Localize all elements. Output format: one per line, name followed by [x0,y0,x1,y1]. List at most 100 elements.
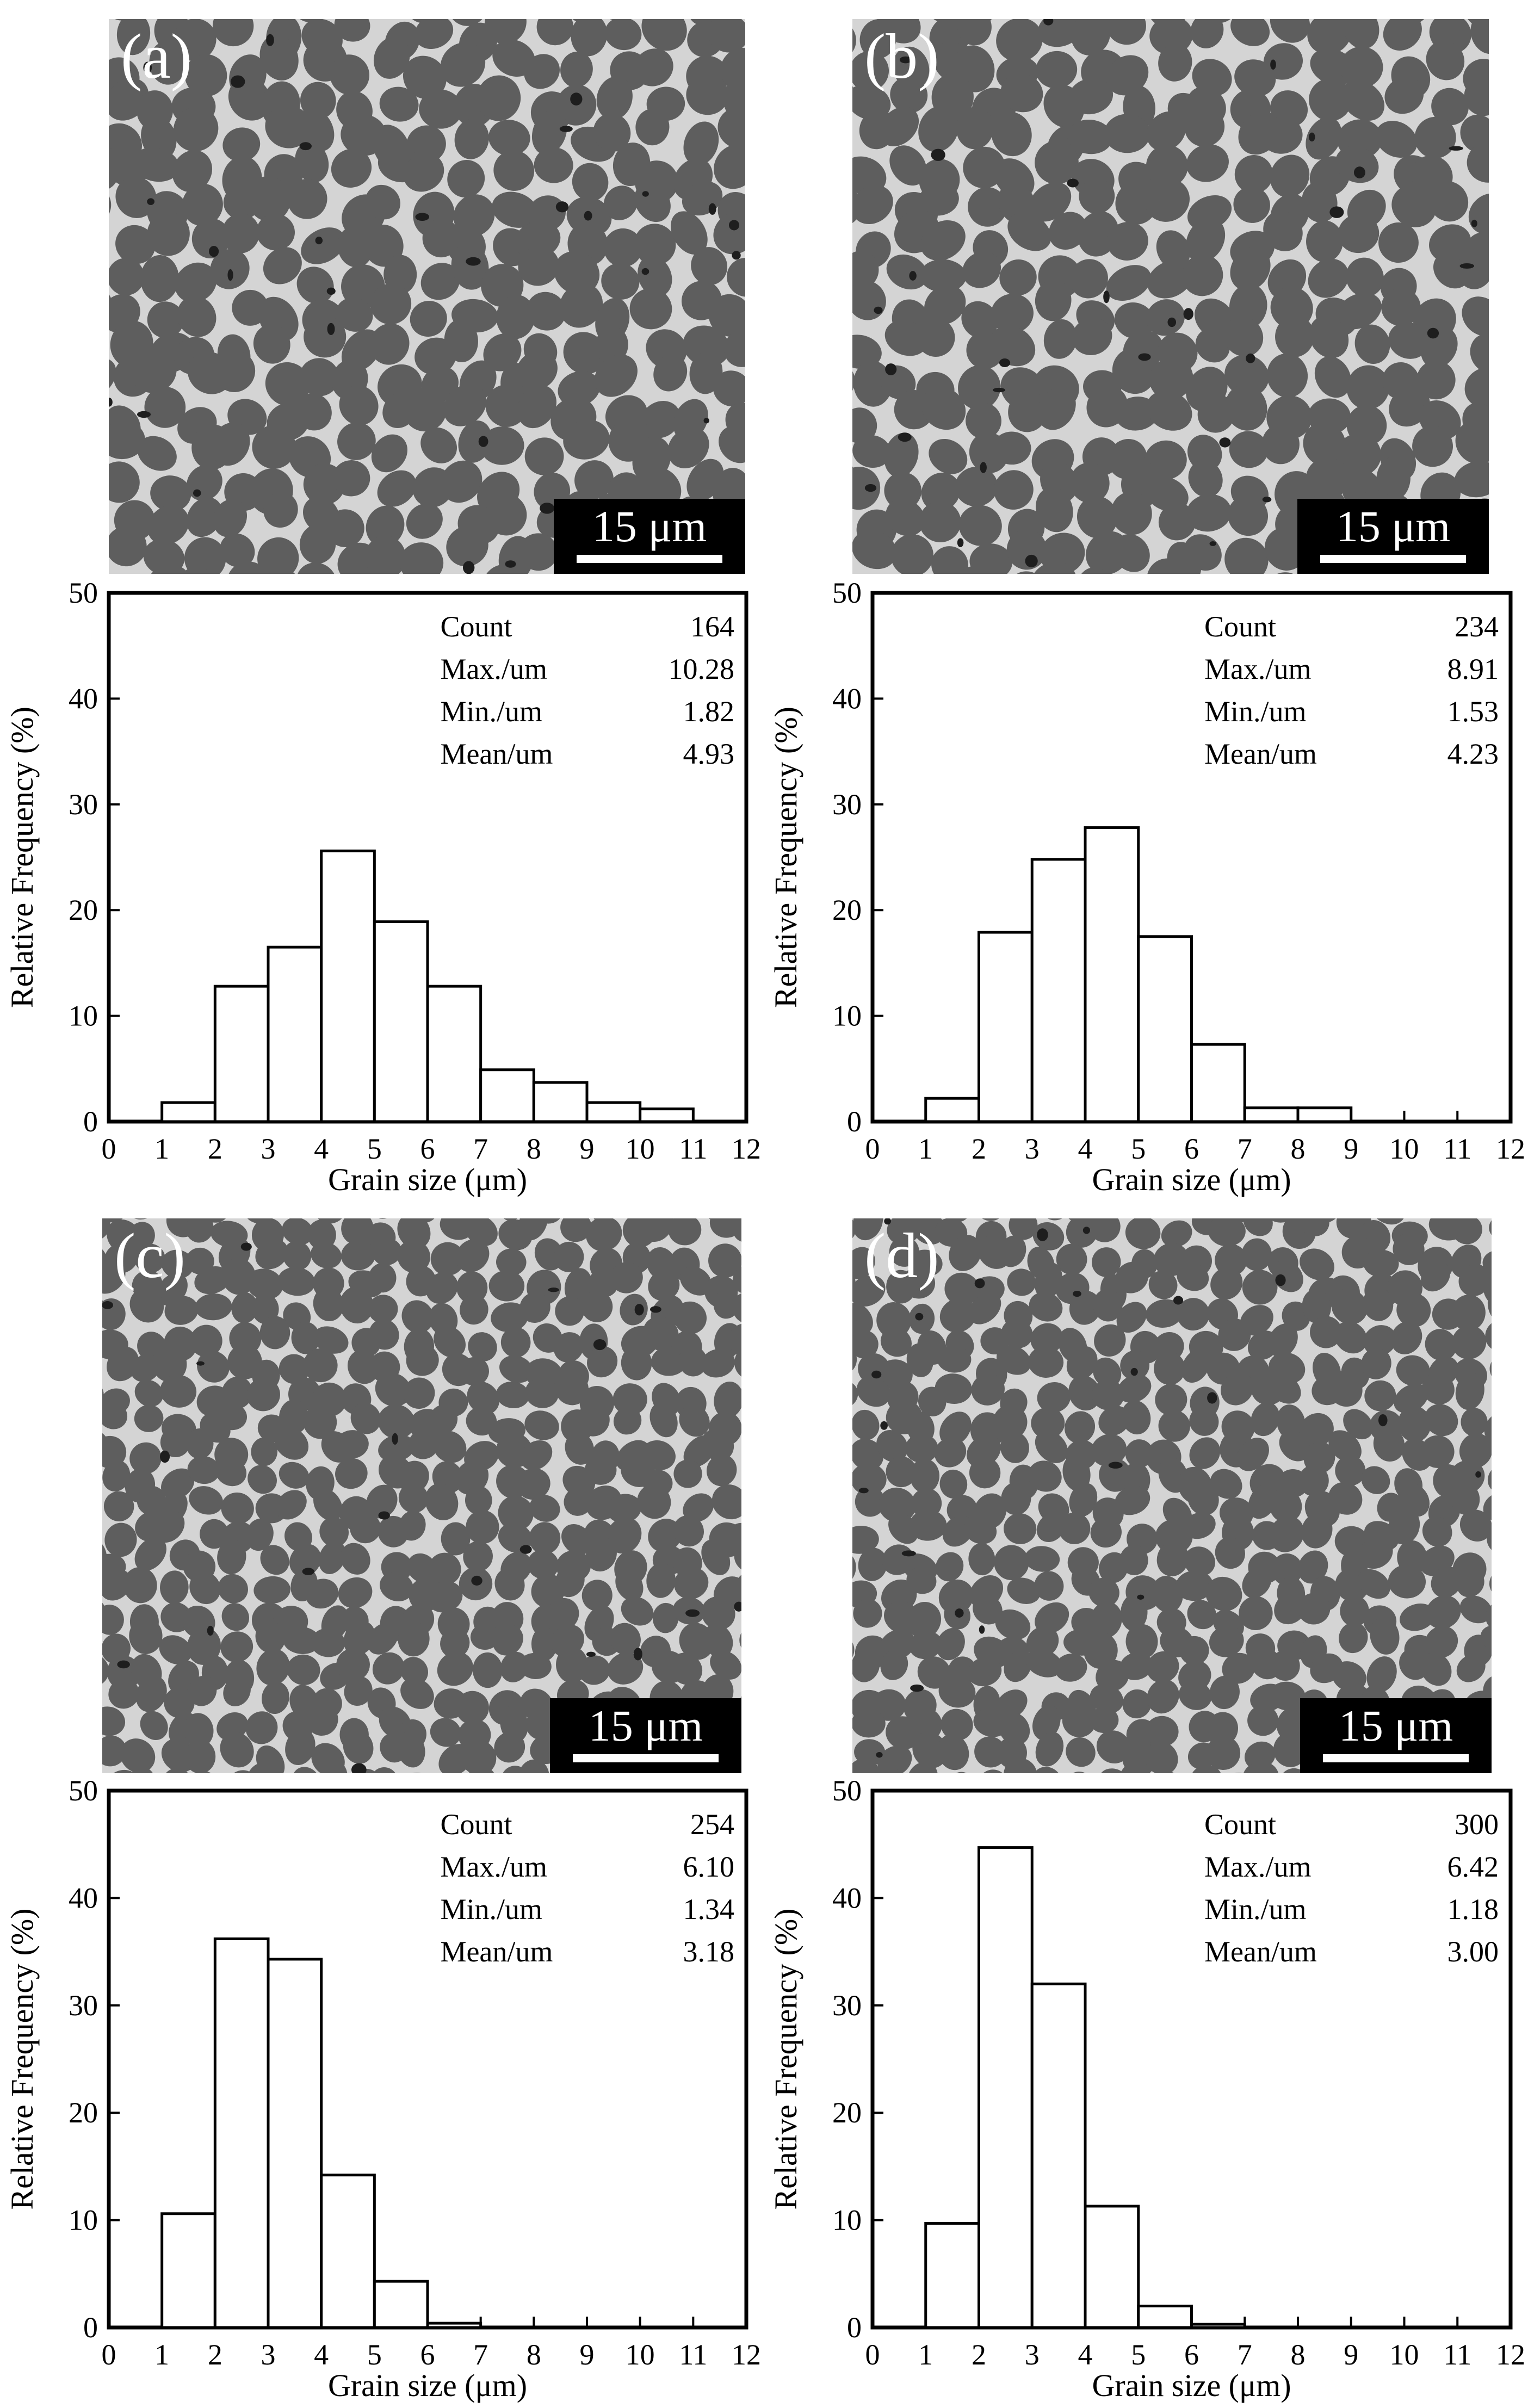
histogram-bar [160,1101,216,1123]
panel-label-c: (c) [114,1220,185,1291]
y-axis-label: Relative Frequency (%) [768,1908,803,2209]
histogram-bar [320,2174,376,2329]
histogram-bar [1030,858,1087,1123]
x-tick-label: 8 [527,1132,541,1165]
x-tick-label: 0 [102,1132,116,1165]
x-tick-label: 2 [208,1132,222,1165]
stats-label: Mean/um [1204,1935,1317,1968]
x-tick-label: 5 [367,1132,382,1165]
y-tick-label: 20 [69,894,98,926]
y-tick-label: 0 [847,1105,862,1138]
scale-bar: 15 μm [1300,1698,1492,1773]
x-tick-label: 2 [972,1132,986,1165]
histogram-bar [1084,826,1140,1123]
stats-label: Min./um [440,695,542,728]
stats-value: 1.82 [683,695,735,728]
micrograph-c: (c) 15 μm [102,1218,741,1773]
x-tick-label: 12 [732,2338,761,2371]
x-tick-label: 1 [918,2338,933,2371]
histogram-bar [585,1101,642,1123]
scale-bar-line [573,1754,719,1762]
y-tick-label: 50 [69,1774,98,1807]
micrograph-b: (b) 15 μm [852,19,1489,574]
micrograph-texture [102,1218,741,1773]
x-tick-label: 12 [1496,1132,1525,1165]
stats-value: 1.18 [1447,1893,1499,1926]
stats-label: Mean/um [1204,738,1317,770]
histogram-bar [532,1081,589,1123]
stats-value: 164 [690,610,734,643]
x-tick-label: 3 [1025,2338,1040,2371]
y-tick-label: 30 [69,788,98,821]
y-tick-label: 30 [832,1989,862,2022]
histogram-bar [1137,2305,1193,2329]
histogram-bar [978,1846,1034,2329]
histogram-bar [479,1068,535,1123]
y-axis-label: Relative Frequency (%) [4,1908,40,2209]
x-tick-label: 10 [626,2338,655,2371]
x-tick-label: 2 [208,2338,222,2371]
x-tick-label: 10 [1390,2338,1419,2371]
histogram-bar [426,2322,482,2329]
x-tick-label: 1 [154,2338,169,2371]
x-tick-label: 11 [679,2338,707,2371]
histogram-bar [373,920,429,1123]
histogram-bar [978,931,1034,1123]
x-tick-label: 8 [1291,2338,1306,2371]
histogram-bar [924,1097,980,1123]
histogram-bar [213,985,270,1123]
panel-label-d: (d) [864,1220,939,1291]
x-tick-label: 5 [367,2338,382,2371]
stats-value: 6.42 [1447,1850,1499,1883]
micrograph-texture [109,19,745,574]
micrograph-texture [852,19,1489,574]
x-axis-label: Grain size (μm) [328,2368,527,2403]
stats-label: Max./um [440,653,547,685]
y-tick-label: 30 [832,788,862,821]
x-tick-label: 3 [261,1132,276,1165]
x-tick-label: 0 [865,2338,880,2371]
scale-bar-label: 15 μm [588,1701,703,1750]
panel-label-a: (a) [121,21,192,92]
stats-label: Count [1204,610,1276,643]
stats-label: Count [1204,1808,1276,1841]
histogram-chart-c: 0 1 2 3 4 5 6 7 8 9 10 11 12 0 10 20 30 40 50 Grain size (μ… [0,1774,764,2408]
y-tick-label: 0 [83,1105,98,1138]
y-tick-label: 50 [69,577,98,609]
x-tick-label: 9 [1344,1132,1358,1165]
histogram-bar [1296,1106,1353,1123]
stats-value: 6.10 [683,1850,735,1883]
x-axis-label: Grain size (μm) [1092,2368,1291,2403]
stats-label: Mean/um [440,738,553,770]
panel-label-b: (b) [864,21,939,92]
y-tick-label: 20 [832,2096,862,2129]
stats-value: 234 [1455,610,1499,643]
y-tick-label: 50 [832,577,862,609]
histogram-chart-b: 0 1 2 3 4 5 6 7 8 9 10 11 12 0 10 20 30 40 50 Grain size (μ… [764,577,1528,1202]
x-tick-label: 9 [1344,2338,1358,2371]
x-tick-label: 7 [1238,2338,1252,2371]
x-tick-label: 10 [1390,1132,1419,1165]
stats-label: Count [440,1808,512,1841]
scale-bar-line [577,555,722,563]
x-tick-label: 4 [1078,1132,1093,1165]
stats-label: Count [440,610,512,643]
scale-bar-line [1323,1754,1469,1762]
x-tick-label: 11 [1443,2338,1471,2371]
x-tick-label: 0 [865,1132,880,1165]
scale-bar-line [1320,555,1466,563]
x-axis-label: Grain size (μm) [1092,1162,1291,1197]
y-tick-label: 40 [69,1881,98,1914]
histogram-bar [213,1937,270,2329]
y-tick-label: 20 [69,2096,98,2129]
stats-value: 10.28 [669,653,735,685]
x-tick-label: 9 [580,2338,595,2371]
histogram-chart-a: 0 1 2 3 4 5 6 7 8 9 10 11 12 0 10 20 30 40 50 Grain size (μ… [0,577,764,1202]
y-tick-label: 0 [83,2311,98,2344]
scale-bar-label: 15 μm [592,502,707,551]
x-tick-label: 3 [1025,1132,1040,1165]
y-tick-label: 0 [847,2311,862,2344]
